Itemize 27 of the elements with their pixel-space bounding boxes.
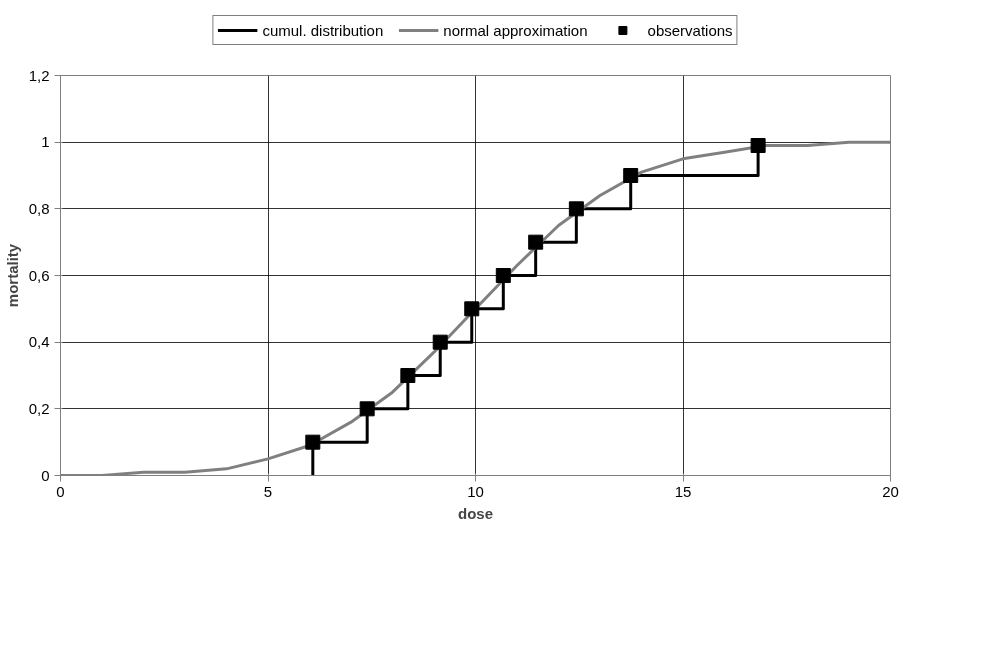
- y-tick-label: 1: [41, 133, 50, 151]
- point: [495, 268, 511, 283]
- y-tick-label: 0,4: [28, 333, 50, 351]
- point: [528, 234, 544, 250]
- x-tick-label: 0: [56, 482, 65, 500]
- y-tick-label: 0: [41, 466, 50, 484]
- legend-label: cumul. distribution: [262, 21, 384, 39]
- legend-label: observations: [647, 21, 733, 39]
- legend-label: normal approximation: [443, 21, 588, 39]
- point: [400, 368, 416, 383]
- x-tick-label: 20: [882, 482, 899, 500]
- y-tick-label: 0,2: [28, 399, 50, 417]
- y-tick-label: 0,6: [28, 266, 50, 284]
- x-tick-label: 10: [467, 482, 484, 500]
- point: [623, 168, 639, 183]
- point: [464, 301, 480, 317]
- point: [305, 434, 321, 450]
- point: [359, 401, 375, 417]
- x-axis-title: dose: [458, 504, 494, 522]
- point: [750, 138, 766, 153]
- point: [432, 334, 448, 350]
- y-axis-title: mortality: [3, 243, 21, 308]
- x-tick-label: 5: [263, 482, 273, 500]
- y-tick-label: 0,8: [28, 199, 50, 217]
- x-tick-label: 15: [674, 482, 692, 500]
- y-tick-label: 1,2: [28, 66, 50, 84]
- point: [568, 201, 584, 217]
